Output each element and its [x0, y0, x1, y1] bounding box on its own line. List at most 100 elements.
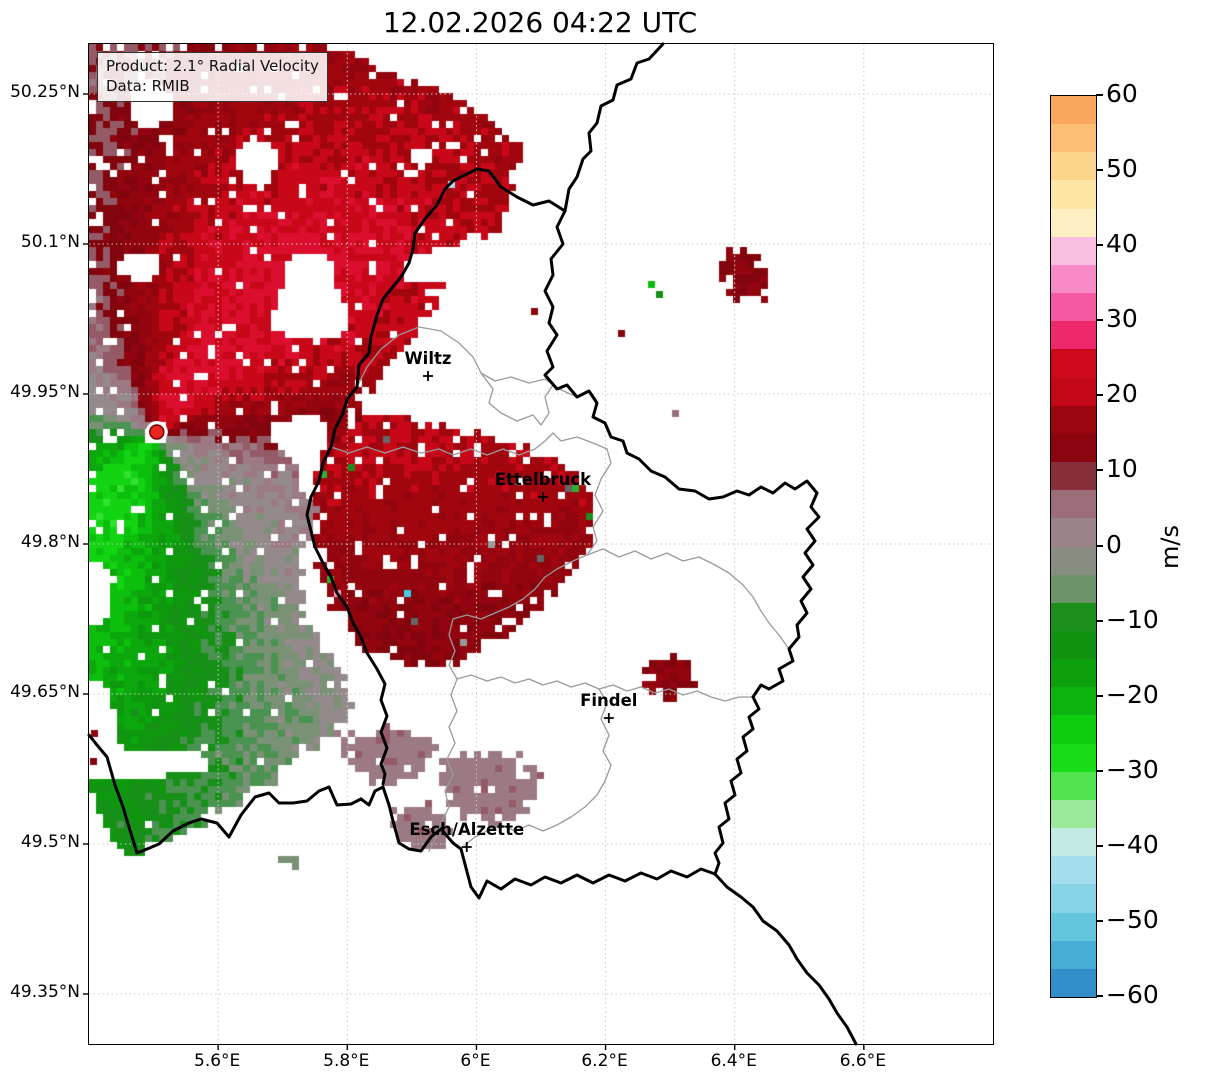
colorbar-step — [1051, 799, 1096, 829]
colorbar-step — [1051, 574, 1096, 603]
colorbar-tick-mark — [1096, 995, 1103, 997]
country-border-line — [563, 42, 665, 213]
country-border-line — [87, 733, 363, 855]
city-marker-icon — [537, 492, 548, 502]
colorbar-step — [1051, 405, 1096, 434]
colorbar-step — [1051, 490, 1096, 519]
colorbar-tick-mark — [1096, 169, 1103, 172]
colorbar-step — [1051, 462, 1096, 491]
colorbar-step — [1051, 377, 1096, 406]
colorbar-tick-mark — [1096, 394, 1103, 397]
colorbar-step — [1051, 349, 1096, 378]
colorbar-step — [1051, 208, 1096, 237]
colorbar-step — [1051, 687, 1096, 716]
city-label: Ettelbruck — [495, 470, 592, 489]
colorbar-tick-label: −10 — [1106, 604, 1159, 634]
y-tick-label: 49.95°N — [10, 382, 80, 402]
colorbar-tick-label: 50 — [1106, 154, 1138, 184]
colorbar-tick-label: 40 — [1106, 229, 1138, 259]
city-label: Findel — [580, 691, 637, 710]
colorbar-step — [1051, 433, 1096, 463]
country-border-line — [305, 167, 567, 786]
x-tick-label: 5.6°E — [194, 1051, 241, 1071]
velocity-colorbar — [1050, 95, 1097, 998]
colorbar-step — [1051, 828, 1096, 857]
colorbar-tick-label: 30 — [1106, 304, 1138, 334]
colorbar-tick-label: −30 — [1106, 754, 1159, 784]
city-label: Wiltz — [404, 349, 451, 368]
district-border-line — [452, 448, 612, 620]
colorbar-step — [1051, 546, 1096, 575]
colorbar-step — [1051, 96, 1096, 125]
colorbar-step — [1051, 940, 1096, 969]
colorbar-tick-mark — [1096, 919, 1103, 922]
colorbar-step — [1051, 771, 1096, 800]
colorbar-tick-label: 20 — [1106, 379, 1138, 409]
product-info-box: Product: 2.1° Radial Velocity Data: RMIB — [97, 52, 328, 102]
colorbar-tick-mark — [1096, 94, 1103, 96]
colorbar-tick-label: 10 — [1106, 454, 1138, 484]
colorbar-step — [1051, 152, 1096, 181]
colorbar-tick-mark — [1096, 544, 1103, 547]
x-tick-label: 5.8°E — [323, 1051, 370, 1071]
colorbar-step — [1051, 293, 1096, 322]
colorbar-tick-mark — [1096, 694, 1103, 697]
x-tick-label: 6°E — [460, 1051, 491, 1071]
y-tick-label: 49.65°N — [10, 682, 80, 702]
colorbar-step — [1051, 602, 1096, 631]
y-tick-label: 50.1°N — [20, 232, 80, 252]
colorbar-tick-mark — [1096, 844, 1103, 847]
country-border-line — [359, 785, 717, 900]
radar-velocity-field-canvas — [89, 44, 993, 1044]
colorbar-step — [1051, 264, 1096, 294]
colorbar-tick-label: 0 — [1106, 529, 1122, 559]
district-border-line — [428, 678, 458, 852]
district-border-line — [330, 432, 608, 456]
colorbar-step — [1051, 236, 1096, 265]
colorbar-step — [1051, 743, 1096, 772]
x-tick-label: 6.4°E — [710, 1051, 757, 1071]
product-line: Product: 2.1° Radial Velocity — [106, 57, 319, 75]
radar-site-marker — [149, 424, 165, 440]
colorbar-tick-label: −60 — [1106, 980, 1159, 1009]
colorbar-step — [1051, 659, 1096, 688]
colorbar-step — [1051, 321, 1096, 350]
colorbar-tick-label: −20 — [1106, 679, 1159, 709]
district-border-line — [356, 326, 578, 398]
map-overlay-svg: Wiltz Ettelbruck Findel Esch/Alzette — [83, 42, 993, 1050]
district-border-line — [464, 688, 612, 846]
district-border-line — [448, 618, 754, 702]
colorbar-step — [1051, 912, 1096, 941]
colorbar-tick-mark — [1096, 769, 1103, 772]
colorbar-step — [1051, 630, 1096, 660]
x-tick-label: 6.2°E — [581, 1051, 628, 1071]
colorbar-unit-label: m/s — [1156, 525, 1184, 569]
y-tick-label: 50.25°N — [10, 82, 80, 102]
y-tick-label: 49.5°N — [20, 832, 80, 852]
colorbar-step — [1051, 968, 1096, 997]
y-tick-label: 49.35°N — [10, 982, 80, 1002]
country-border-line — [713, 872, 858, 1046]
district-border-line — [480, 372, 554, 426]
y-tick-label: 49.8°N — [20, 532, 80, 552]
district-border-line — [586, 548, 790, 650]
colorbar-tick-mark — [1096, 469, 1103, 472]
map-title: 12.02.2026 04:22 UTC — [382, 6, 698, 39]
colorbar-tick-label: −40 — [1106, 829, 1159, 859]
colorbar-step — [1051, 124, 1096, 153]
colorbar-tick-mark — [1096, 619, 1103, 622]
colorbar-tick-mark — [1096, 244, 1103, 247]
map-plot-area: Wiltz Ettelbruck Findel Esch/Alzette Produc… — [83, 42, 994, 1050]
country-border-line — [543, 209, 821, 876]
colorbar-tick-label: −50 — [1106, 904, 1159, 934]
data-source-line: Data: RMIB — [106, 77, 190, 96]
city-marker-icon — [461, 842, 472, 852]
colorbar-step — [1051, 715, 1096, 744]
city-marker-icon — [423, 371, 433, 381]
colorbar-step — [1051, 180, 1096, 209]
colorbar-tick-mark — [1096, 319, 1103, 322]
colorbar-step — [1051, 856, 1096, 885]
colorbar-step — [1051, 518, 1096, 547]
city-label: Esch/Alzette — [409, 820, 524, 839]
